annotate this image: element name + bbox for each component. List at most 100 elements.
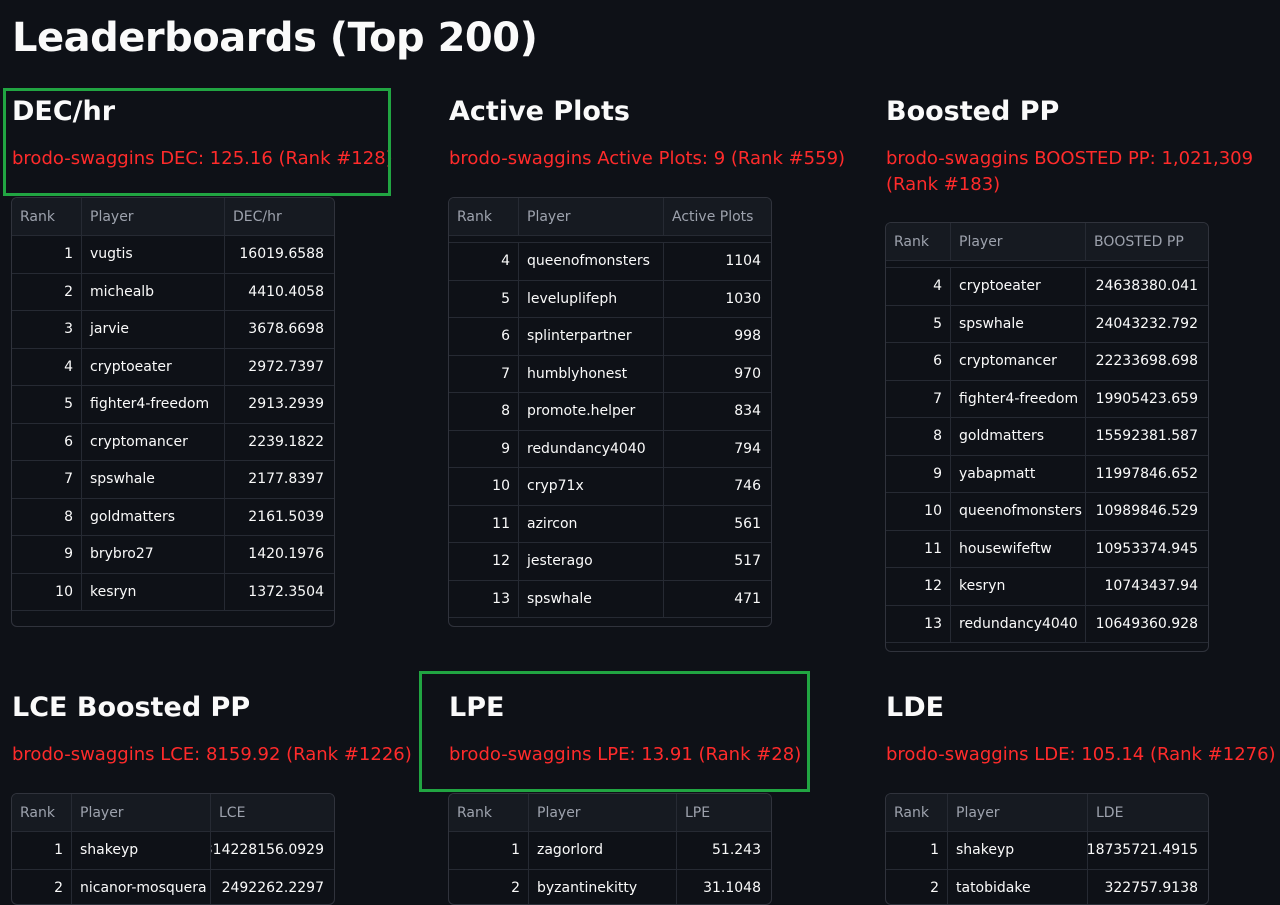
rank-cell: 8 <box>886 418 951 455</box>
column-header[interactable]: Player <box>951 223 1086 260</box>
rank-cell: 2 <box>449 870 529 905</box>
value-cell: 2913.2939 <box>225 386 332 423</box>
value-cell: 998 <box>664 318 769 355</box>
player-cell: brybro27 <box>82 536 225 573</box>
column-header[interactable]: Player <box>519 198 664 235</box>
value-cell: 3678.6698 <box>225 311 332 348</box>
player-cell: splinterpartner <box>519 318 664 355</box>
column-header[interactable]: LPE <box>677 794 769 831</box>
player-cell: azircon <box>519 506 664 543</box>
column-header[interactable]: Player <box>948 794 1088 831</box>
board-title: Boosted PP <box>886 92 1276 132</box>
column-header[interactable]: Player <box>72 794 211 831</box>
rank-cell: 10 <box>886 493 951 530</box>
value-cell: 10989846.529 <box>1086 493 1206 530</box>
column-header[interactable]: Rank <box>449 794 529 831</box>
value-cell: 16019.6588 <box>225 236 332 273</box>
column-header[interactable]: Rank <box>886 223 951 260</box>
user-rank-line: brodo-swaggins Active Plots: 9 (Rank #55… <box>449 146 849 172</box>
column-header[interactable]: Rank <box>886 794 948 831</box>
rank-cell: 9 <box>449 431 519 468</box>
column-header[interactable]: Rank <box>12 794 72 831</box>
value-cell: 4410.4058 <box>225 274 332 311</box>
value-cell: 18735721.4915 <box>1088 832 1206 869</box>
player-cell: promote.helper <box>519 393 664 430</box>
value-cell: 1420.1976 <box>225 536 332 573</box>
column-header[interactable]: Player <box>82 198 225 235</box>
value-cell: 2161.5039 <box>225 499 332 536</box>
board-dec-hr: DEC/hr brodo-swaggins DEC: 125.16 (Rank … <box>12 92 412 172</box>
player-cell: nicanor-mosquera <box>72 870 211 905</box>
column-header[interactable]: LDE <box>1088 794 1206 831</box>
rank-cell: 8 <box>12 499 82 536</box>
value-cell: 970 <box>664 356 769 393</box>
player-cell: zagorlord <box>529 832 677 869</box>
column-header[interactable]: Active Plots <box>664 198 769 235</box>
rank-cell: 10 <box>12 574 82 611</box>
value-cell: 1104 <box>664 243 769 280</box>
column-header[interactable]: Rank <box>12 198 82 235</box>
player-cell: yabapmatt <box>951 456 1086 493</box>
rank-cell: 1 <box>886 832 948 869</box>
player-cell: spswhale <box>82 461 225 498</box>
column-header[interactable]: BOOSTED PP <box>1086 223 1206 260</box>
value-cell: 1030 <box>664 281 769 318</box>
value-cell: 2492262.2297 <box>211 870 332 905</box>
player-cell: spswhale <box>951 306 1086 343</box>
rank-cell: 12 <box>886 568 951 605</box>
rank-cell: 7 <box>12 461 82 498</box>
value-cell: 11997846.652 <box>1086 456 1206 493</box>
player-cell: byzantinekitty <box>529 870 677 905</box>
column-header[interactable]: Rank <box>449 198 519 235</box>
value-cell: 2239.1822 <box>225 424 332 461</box>
rank-cell: 13 <box>886 606 951 643</box>
column-header[interactable]: Player <box>529 794 677 831</box>
column-header[interactable]: LCE <box>211 794 332 831</box>
column-header[interactable]: DEC/hr <box>225 198 332 235</box>
value-cell: 51.243 <box>677 832 769 869</box>
rank-cell: 6 <box>886 343 951 380</box>
